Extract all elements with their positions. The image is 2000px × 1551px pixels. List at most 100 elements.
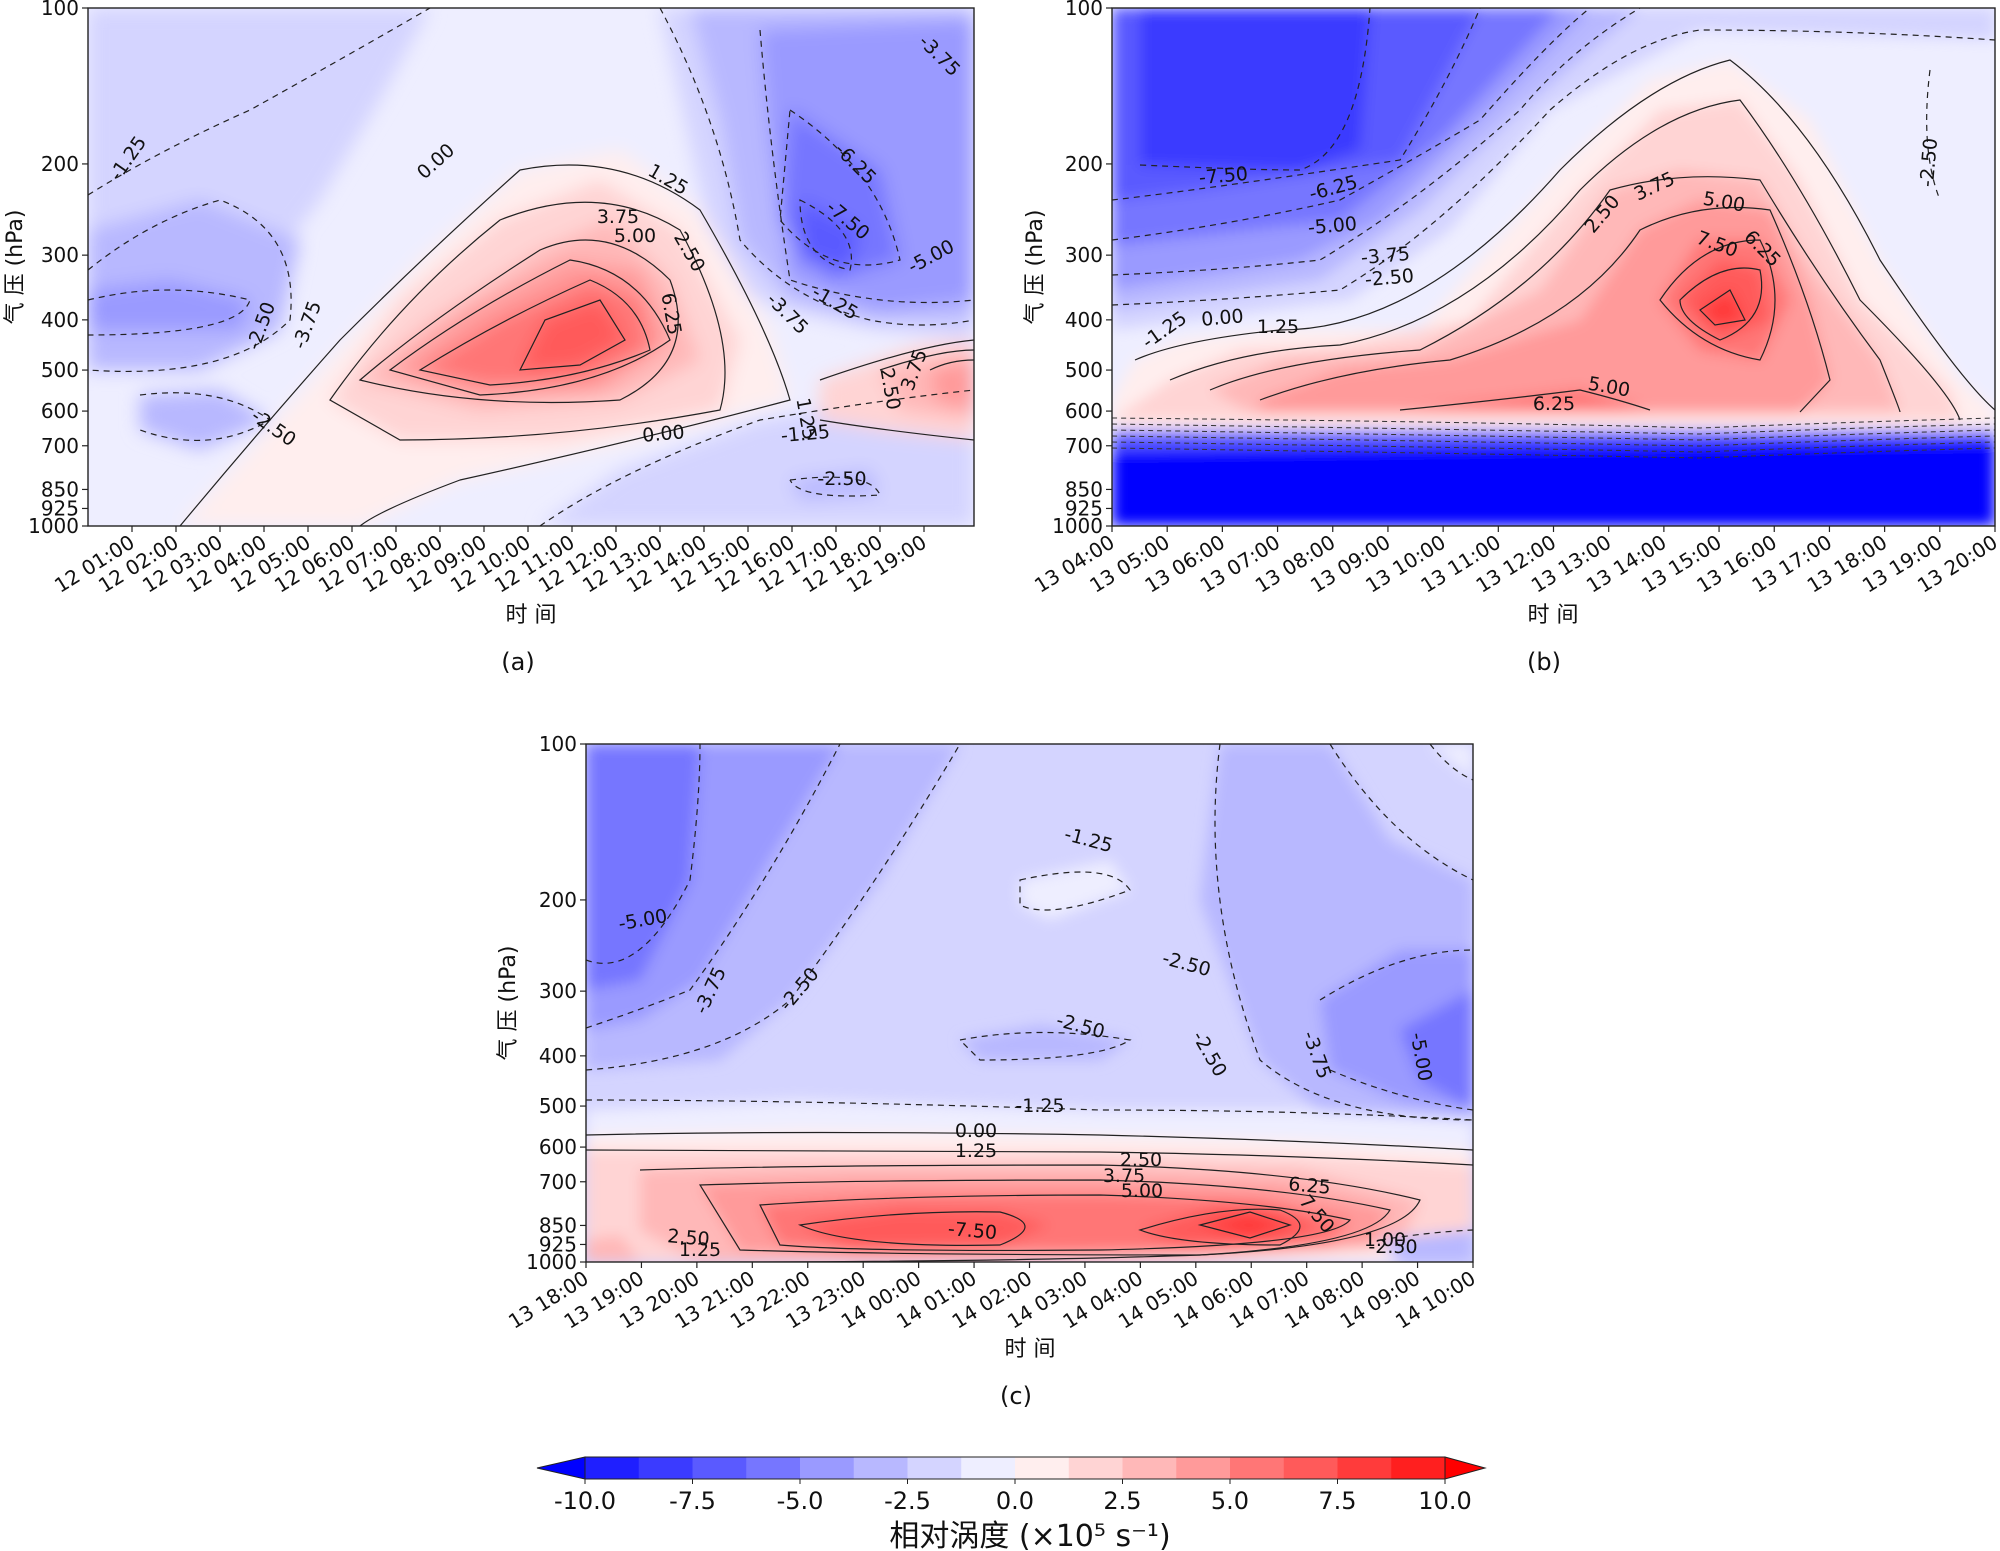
y-tick-label: 400 xyxy=(1065,308,1103,332)
colorbar-tick-label: 0.0 xyxy=(996,1487,1034,1515)
y-tick-label: 400 xyxy=(539,1044,577,1068)
panel-c-xlabel: 时 间 xyxy=(1005,1337,1056,1362)
contour-label: 0.00 xyxy=(955,1120,997,1142)
y-tick-label: 700 xyxy=(41,434,79,458)
colorbar-max-arrow xyxy=(1444,1456,1487,1480)
contour-label: 2.50 xyxy=(1120,1149,1162,1171)
colorbar-cell xyxy=(1068,1457,1123,1479)
contour-label: 1.25 xyxy=(955,1140,997,1162)
panel-b-ylabel: 气 压 (hPa) xyxy=(1023,210,1048,325)
y-tick-label: 850 xyxy=(41,477,79,501)
y-tick-label: 925 xyxy=(41,496,79,520)
y-tick-label: 400 xyxy=(41,308,79,332)
contour-label: 6.25 xyxy=(1533,393,1575,415)
colorbar-cells xyxy=(536,1456,1487,1480)
colorbar-cell xyxy=(800,1457,855,1479)
contour-label: -3.75 xyxy=(1360,243,1411,269)
y-tick-label: 850 xyxy=(539,1213,577,1237)
y-tick-label: 1000 xyxy=(1052,514,1103,538)
colorbar-tick-label: -2.5 xyxy=(884,1487,931,1515)
contour-label: -5.00 xyxy=(1307,213,1358,239)
colorbar-tick-label: -5.0 xyxy=(777,1487,824,1515)
y-tick-label: 500 xyxy=(1065,358,1103,382)
y-tick-label: 100 xyxy=(539,732,577,756)
y-tick-label: 600 xyxy=(41,399,79,423)
colorbar-tick-label: -10.0 xyxy=(554,1487,616,1515)
colorbar-cell xyxy=(853,1457,908,1479)
y-tick-label: 1000 xyxy=(526,1250,577,1274)
colorbar-cell xyxy=(585,1457,640,1479)
panel-a-frame xyxy=(87,7,975,527)
panel-a: -1.25 0.00 1.253.755.00 2.506.25-6.25-7.50-… xyxy=(3,0,975,676)
y-tick-label: 925 xyxy=(539,1232,577,1256)
panel-b-xlabel: 时 间 xyxy=(1528,603,1579,628)
colorbar-cell xyxy=(1176,1457,1231,1479)
contour-label: 6.25 xyxy=(1287,1173,1331,1199)
y-tick-label: 300 xyxy=(1065,243,1103,267)
contour-label: -7.50 xyxy=(1198,163,1249,189)
contour-label: -1.25 xyxy=(780,421,831,447)
colorbar-tick-label: -7.5 xyxy=(669,1487,716,1515)
colorbar-tick-label: 2.5 xyxy=(1103,1487,1141,1515)
colorbar-cell xyxy=(692,1457,747,1479)
colorbar-tick-label: 7.5 xyxy=(1318,1487,1356,1515)
y-tick-label: 300 xyxy=(539,979,577,1003)
colorbar-ticks: -10.0 -7.5 -5.0 -2.5 0.0 2.5 5.0 7.5 10.0 xyxy=(554,1479,1472,1515)
y-tick-label: 850 xyxy=(1065,477,1103,501)
colorbar-cell xyxy=(1015,1457,1070,1479)
contour-label: -7.50 xyxy=(947,1218,998,1244)
contour-label: 5.00 xyxy=(1121,1180,1163,1202)
y-tick-label: 700 xyxy=(539,1170,577,1194)
contour-label: 2.50 xyxy=(666,1225,710,1251)
y-tick-label: 100 xyxy=(41,0,79,20)
contour-label: -2.50 xyxy=(1368,1236,1417,1258)
panel-a-label: (a) xyxy=(501,648,534,676)
colorbar-cell xyxy=(1283,1457,1338,1479)
contour-label: 1.25 xyxy=(1257,316,1299,338)
colorbar-cell xyxy=(907,1457,962,1479)
panel-a-ylabel: 气 压 (hPa) xyxy=(3,210,28,325)
y-tick-label: 700 xyxy=(1065,434,1103,458)
contour-label: -1.25 xyxy=(1015,1095,1064,1117)
contour-label: 5.00 xyxy=(614,225,656,247)
contour-label: 3.75 xyxy=(1103,1165,1145,1187)
colorbar-min-arrow xyxy=(536,1456,586,1480)
panel-b-field xyxy=(1112,8,1995,526)
y-tick-label: 500 xyxy=(41,358,79,382)
y-tick-label: 200 xyxy=(539,888,577,912)
y-tick-label: 200 xyxy=(1065,152,1103,176)
colorbar-tick-label: 5.0 xyxy=(1211,1487,1249,1515)
contour-label: -2.50 xyxy=(1916,137,1942,188)
y-tick-label: 1000 xyxy=(28,514,79,538)
contour-label: 1.00 xyxy=(1364,1229,1406,1251)
y-tick-label: 300 xyxy=(41,243,79,267)
contour-label: -2.50 xyxy=(817,468,866,490)
colorbar-cell xyxy=(1337,1457,1392,1479)
y-tick-label: 925 xyxy=(1065,496,1103,520)
colorbar: -10.0 -7.5 -5.0 -2.5 0.0 2.5 5.0 7.5 10.0 相对涡度 (… xyxy=(536,1456,1487,1551)
colorbar-title: 相对涡度 (×10⁵ s⁻¹) xyxy=(889,1519,1170,1551)
colorbar-cell xyxy=(638,1457,693,1479)
y-tick-label: 600 xyxy=(1065,399,1103,423)
contour-label: 0.00 xyxy=(641,421,685,447)
colorbar-tick-label: 10.0 xyxy=(1418,1487,1471,1515)
colorbar-cell xyxy=(746,1457,801,1479)
panel-b: -7.50 -6.25-5.00-3.75-2.50-1.25 0.00 1.252.… xyxy=(1023,0,2000,676)
contour-label: -2.50 xyxy=(1364,265,1415,291)
colorbar-cell xyxy=(1391,1457,1446,1479)
y-tick-label: 100 xyxy=(1065,0,1103,20)
y-tick-label: 600 xyxy=(539,1135,577,1159)
colorbar-cell xyxy=(961,1457,1016,1479)
contour-label: 3.75 xyxy=(597,206,639,228)
panel-b-label: (b) xyxy=(1527,648,1561,676)
panel-a-xlabel: 时 间 xyxy=(506,603,557,628)
colorbar-cell xyxy=(1230,1457,1285,1479)
panel-a-field xyxy=(88,8,974,526)
panel-c-label: (c) xyxy=(1000,1382,1032,1410)
